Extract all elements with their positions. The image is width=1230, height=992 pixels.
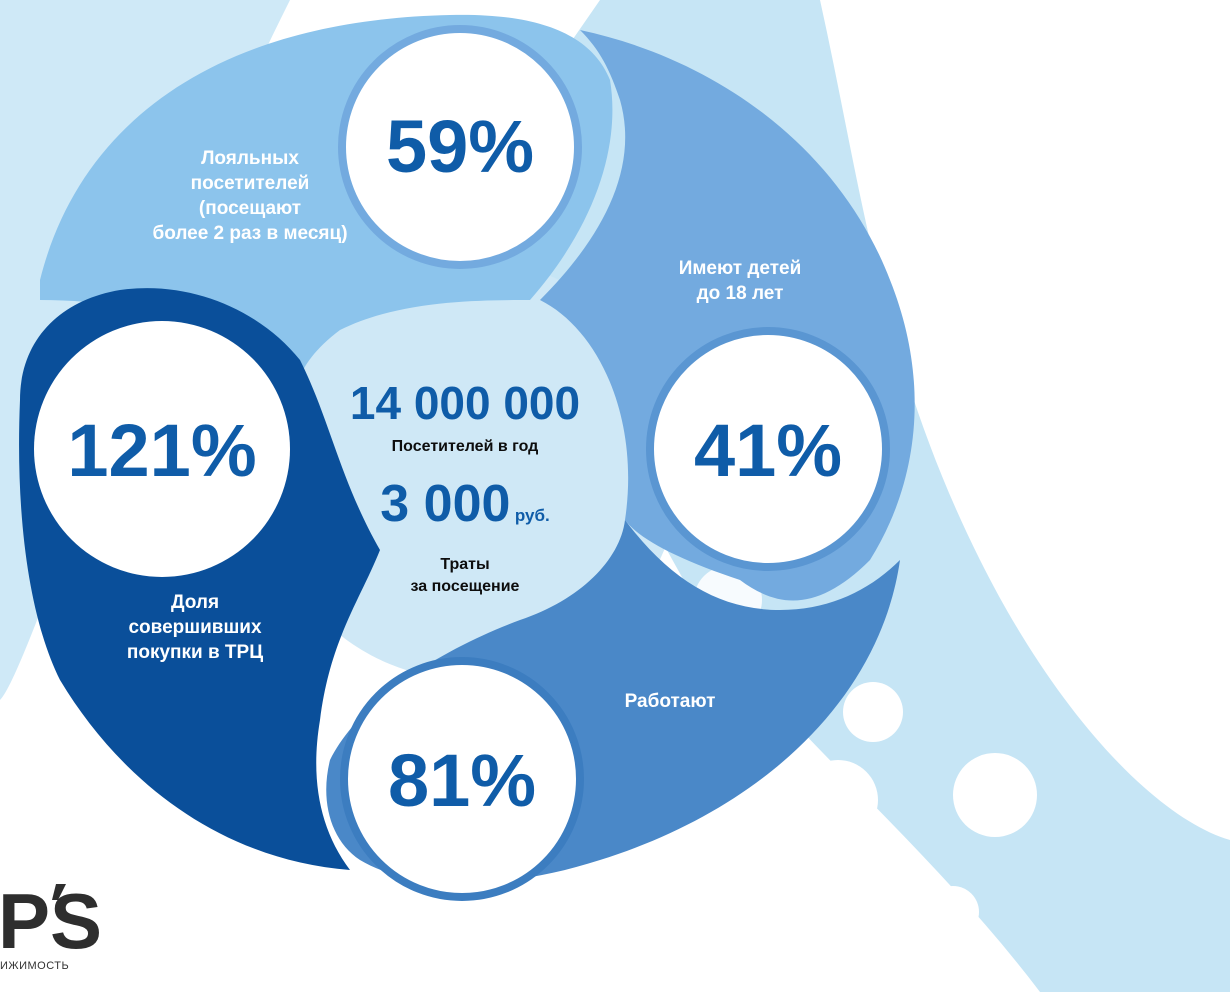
ring-work: [340, 657, 584, 901]
purchases-percent: 121%: [67, 409, 257, 492]
ps-logo-mark: PS: [0, 877, 102, 965]
visitors-label: Посетителей в год: [391, 438, 539, 455]
purchases-label: Доля совершивших покупки в ТРЦ: [126, 592, 264, 663]
spend-amount: 3 000: [380, 475, 511, 533]
spend-value: 3 000 руб.: [330, 478, 600, 530]
work-label: Работают: [624, 691, 716, 712]
visitors-value: 14 000 000: [349, 377, 581, 429]
children-percent: 41%: [693, 409, 843, 492]
loyal-label: Лояльных посетителей (посещают более 2 р…: [152, 148, 348, 244]
work-percent: 81%: [387, 739, 537, 822]
children-label: Имеют детей до 18 лет: [678, 258, 802, 304]
logo-caption: ИЖИМОСТЬ: [0, 960, 70, 972]
bubble: [843, 682, 903, 742]
svg-text:PS: PS: [0, 877, 102, 965]
ring-purchases: [34, 321, 290, 577]
bubble: [953, 753, 1037, 837]
loyal-percent: 59%: [385, 105, 535, 188]
spend-unit: руб.: [514, 506, 550, 525]
ring-children: [646, 327, 890, 571]
spend-label: Траты за посещение: [410, 556, 520, 595]
background-wave-left: [0, 0, 290, 700]
bubble: [798, 760, 878, 840]
bubble: [927, 886, 979, 938]
ring-loyal: [338, 25, 582, 269]
